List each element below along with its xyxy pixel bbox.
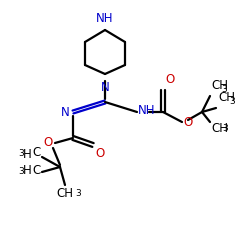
Text: C: C	[33, 146, 41, 160]
Text: O: O	[183, 116, 192, 128]
Text: 3: 3	[18, 168, 24, 176]
Text: 3: 3	[18, 148, 24, 158]
Text: CH: CH	[211, 79, 228, 92]
Text: O: O	[95, 147, 104, 160]
Text: O: O	[165, 73, 174, 86]
Text: CH: CH	[56, 187, 74, 200]
Text: 3: 3	[229, 97, 235, 106]
Text: CH: CH	[211, 122, 228, 135]
Text: 3: 3	[222, 124, 228, 133]
Text: NH: NH	[96, 12, 114, 25]
Text: H: H	[23, 148, 32, 160]
Text: C: C	[33, 164, 41, 177]
Text: O: O	[44, 136, 53, 148]
Text: 3: 3	[75, 189, 81, 198]
Text: N: N	[61, 106, 70, 118]
Text: 3: 3	[221, 85, 227, 94]
Text: N: N	[100, 81, 110, 94]
Text: CH: CH	[218, 91, 235, 104]
Text: NH: NH	[138, 104, 156, 118]
Text: H: H	[23, 164, 32, 177]
